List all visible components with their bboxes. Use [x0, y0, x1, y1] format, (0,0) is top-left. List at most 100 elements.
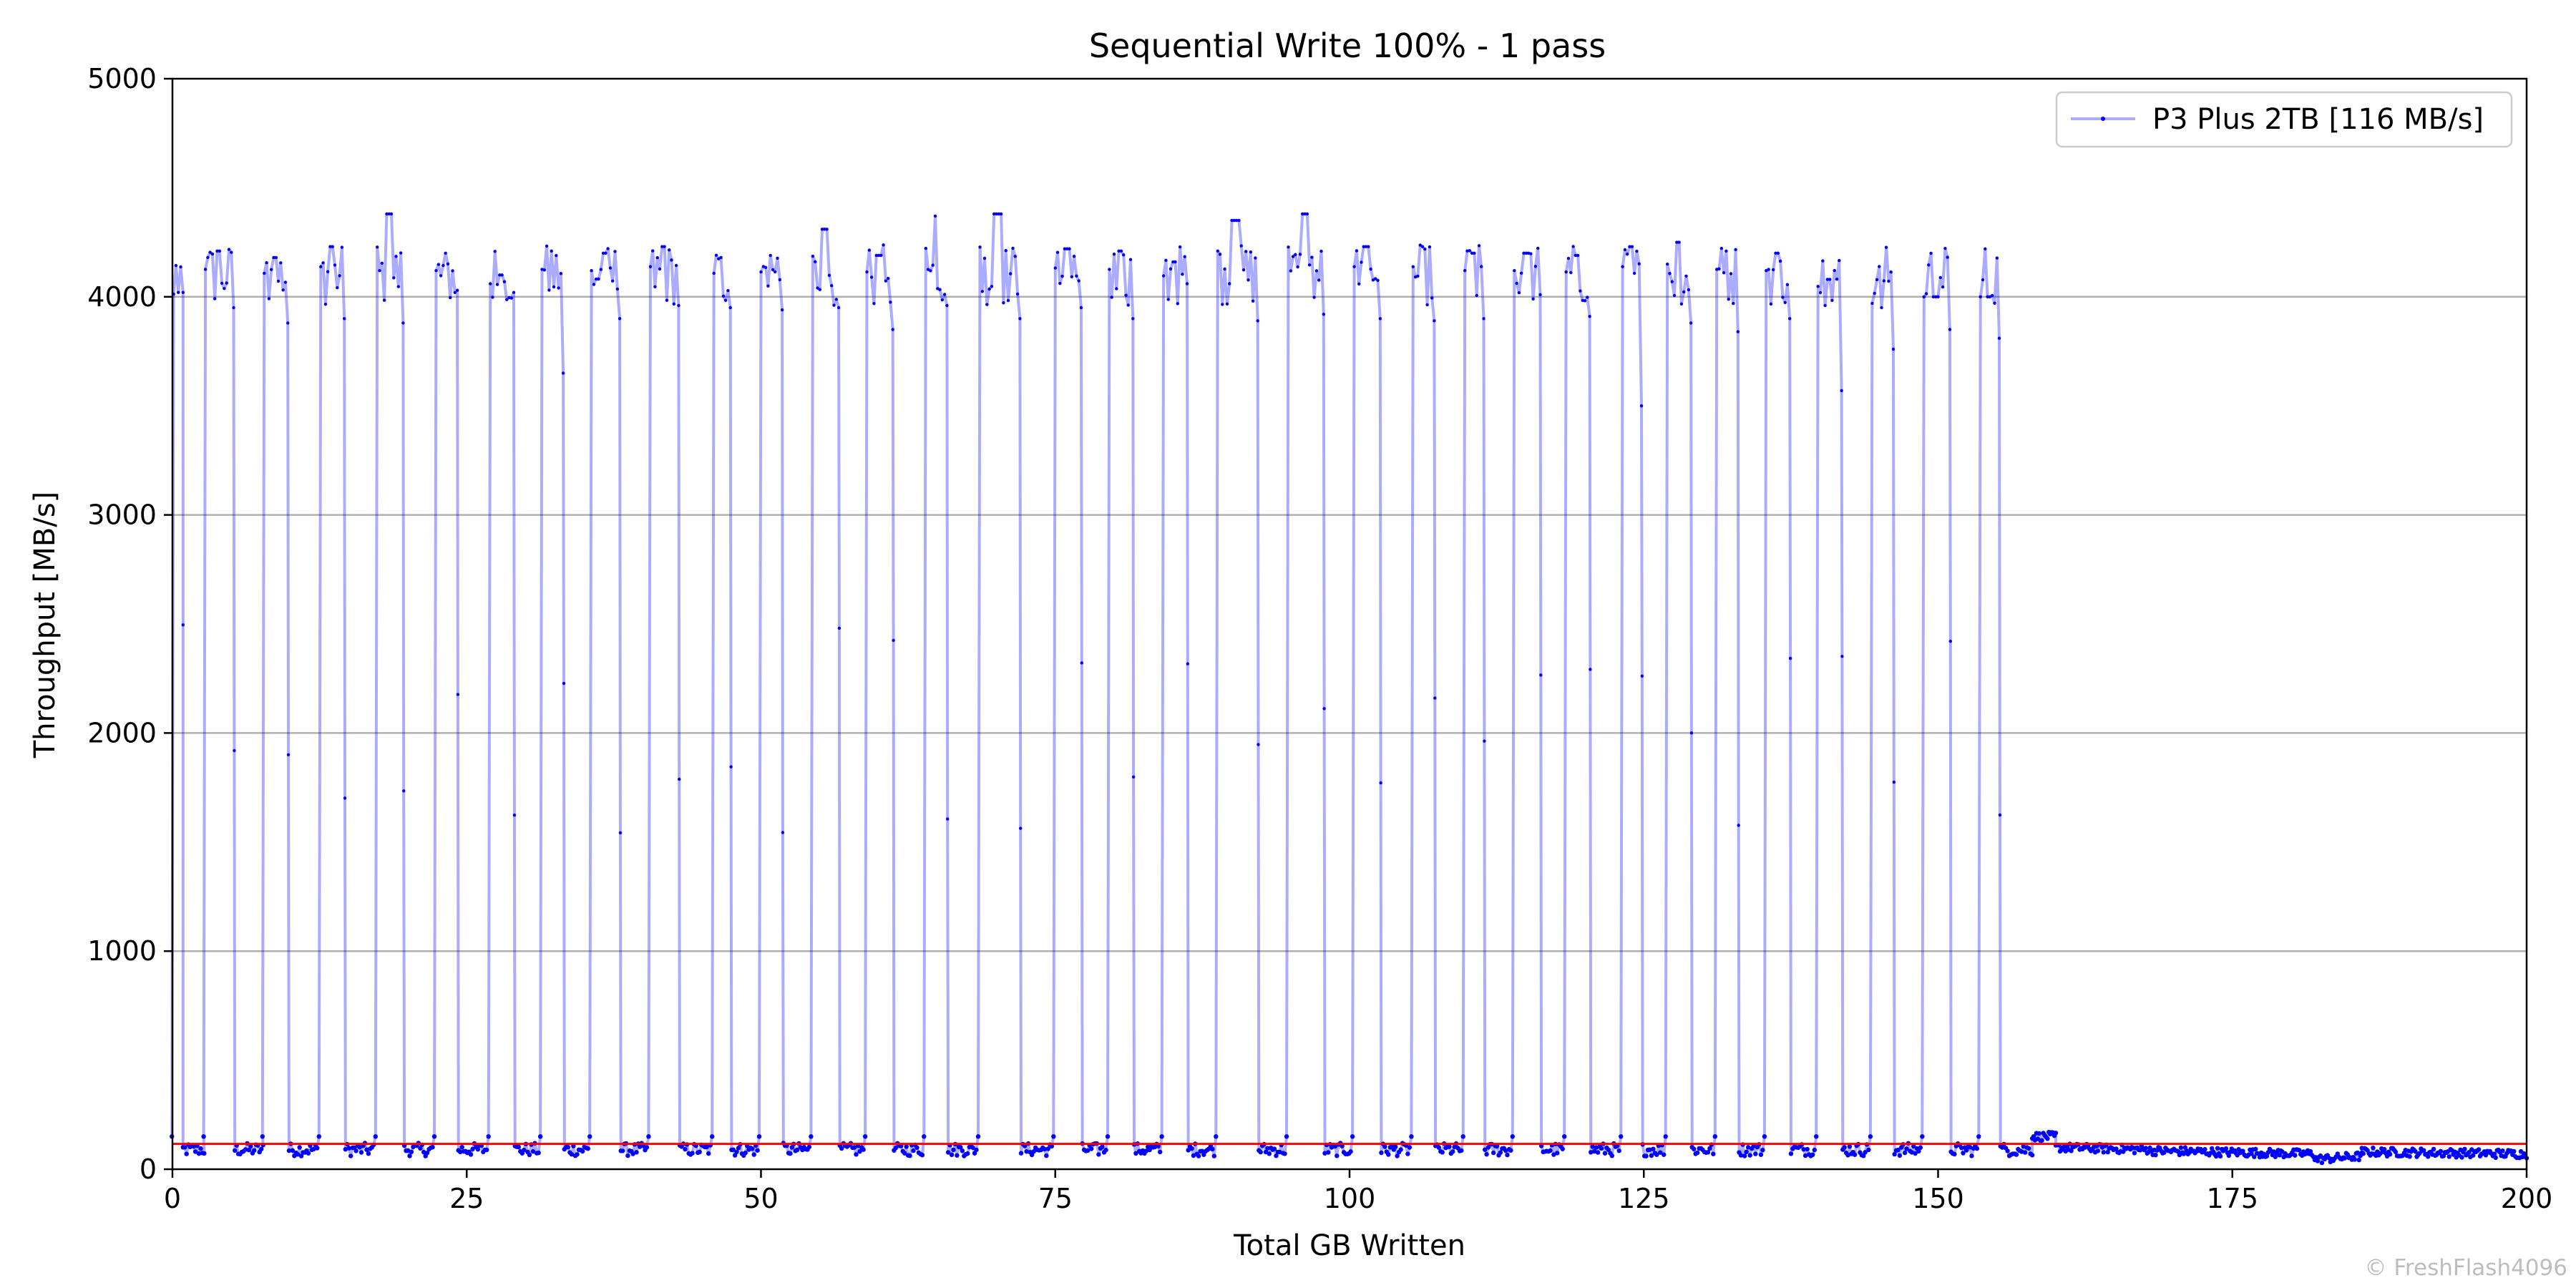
series-point-829: [1737, 824, 1740, 827]
series-point-440: [997, 212, 1001, 216]
series-point-534: [1178, 245, 1182, 249]
series-point-822: [1722, 271, 1726, 275]
series-point-402: [922, 1134, 927, 1139]
series-point-910: [1891, 347, 1896, 351]
series-point-615: [1332, 1143, 1338, 1149]
series-point-569: [1246, 278, 1250, 282]
series-point-748: [1586, 296, 1589, 299]
series-point-298: [729, 765, 733, 769]
series-point-33: [232, 306, 235, 310]
series-point-326: [781, 831, 785, 834]
series-point-775: [1635, 249, 1639, 253]
series-point-193: [527, 1152, 532, 1158]
series-point-949: [1961, 1151, 1966, 1156]
series-point-752: [1590, 1144, 1595, 1149]
series-point-342: [806, 1144, 812, 1150]
series-point-607: [1322, 313, 1326, 316]
series-point-6: [181, 623, 185, 627]
series-point-509: [1131, 775, 1136, 779]
series-point-846: [1767, 268, 1770, 271]
series-point-410: [940, 298, 945, 302]
series-point-89: [333, 263, 337, 267]
series-point-723: [1538, 293, 1542, 296]
series-point-266: [670, 258, 673, 262]
series-point-76: [306, 1151, 311, 1156]
series-point-900: [1868, 1134, 1873, 1139]
series-point-603: [1312, 296, 1316, 299]
series-point-1227: [2361, 1151, 2366, 1156]
series-point-1297: [2459, 1155, 2464, 1160]
series-point-711: [1510, 1134, 1515, 1139]
series-point-787: [1654, 1152, 1659, 1157]
series-point-293: [719, 255, 723, 260]
series-point-647: [1393, 1144, 1398, 1149]
series-point-663: [1425, 303, 1429, 307]
series-point-291: [714, 253, 718, 257]
series-point-789: [1658, 1150, 1663, 1155]
series-point-199: [537, 1134, 543, 1139]
series-point-865: [1802, 1153, 1808, 1158]
series-point-688: [1470, 251, 1474, 255]
series-point-593: [1289, 269, 1293, 273]
series-point-793: [1666, 262, 1669, 266]
series-point-232: [604, 251, 608, 255]
series-point-630: [1362, 245, 1365, 248]
series-point-1264: [2413, 1148, 2418, 1154]
series-point-90: [336, 286, 339, 290]
series-point-784: [1649, 1153, 1654, 1158]
series-point-474: [1063, 247, 1067, 250]
series-point-25: [213, 297, 217, 301]
series-point-215: [569, 1152, 575, 1157]
series-point-386: [893, 1146, 899, 1151]
series-point-173: [489, 282, 492, 286]
series-point-1334: [2512, 1148, 2517, 1154]
series-point-690: [1475, 293, 1478, 298]
series-point-993: [2036, 1131, 2041, 1136]
series-point-995: [2039, 1138, 2044, 1143]
series-point-835: [1745, 1145, 1751, 1150]
series-point-26: [215, 249, 219, 253]
series-point-195: [530, 1149, 536, 1154]
series-point-941: [1948, 640, 1952, 643]
series-point-178: [500, 273, 504, 277]
series-point-101: [353, 1148, 358, 1153]
series-point-905: [1880, 306, 1883, 310]
series-point-715: [1520, 271, 1523, 275]
series-point-296: [726, 288, 730, 293]
series-point-295: [723, 298, 728, 302]
series-point-981: [2019, 1149, 2024, 1154]
series-point-147: [441, 263, 445, 268]
series-point-560: [1225, 302, 1229, 306]
y-tick-label-5000: 5000: [87, 63, 157, 94]
series-point-321: [771, 268, 775, 272]
series-point-880: [1835, 278, 1839, 281]
series-point-883: [1840, 655, 1844, 658]
series-point-968: [1998, 813, 2002, 817]
series-point-702: [1494, 1143, 1500, 1149]
series-point-107: [364, 1147, 369, 1152]
series-point-176: [495, 283, 499, 286]
series-point-458: [1031, 1149, 1036, 1154]
series-point-904: [1878, 265, 1881, 268]
series-point-854: [1785, 283, 1790, 286]
series-point-535: [1181, 273, 1184, 276]
series-point-282: [697, 1149, 702, 1155]
series-point-696: [1484, 1152, 1489, 1157]
series-point-1242: [2382, 1146, 2387, 1152]
series-point-332: [789, 1145, 795, 1150]
series-point-1130: [2226, 1153, 2231, 1158]
series-point-262: [660, 245, 664, 248]
series-point-665: [1430, 296, 1434, 300]
series-point-492: [1096, 1152, 1101, 1157]
series-point-718: [1526, 251, 1531, 255]
series-point-778: [1640, 674, 1644, 678]
series-point-871: [1814, 1134, 1819, 1139]
series-point-580: [1265, 1146, 1270, 1151]
series-point-851: [1778, 259, 1782, 263]
series-point-425: [965, 1151, 970, 1156]
series-point-888: [1847, 1144, 1853, 1149]
x-axis-label: Total GB Written: [1233, 1229, 1465, 1262]
series-point-684: [1460, 1134, 1465, 1139]
series-point-687: [1468, 249, 1471, 253]
series-point-1084: [2162, 1150, 2167, 1155]
